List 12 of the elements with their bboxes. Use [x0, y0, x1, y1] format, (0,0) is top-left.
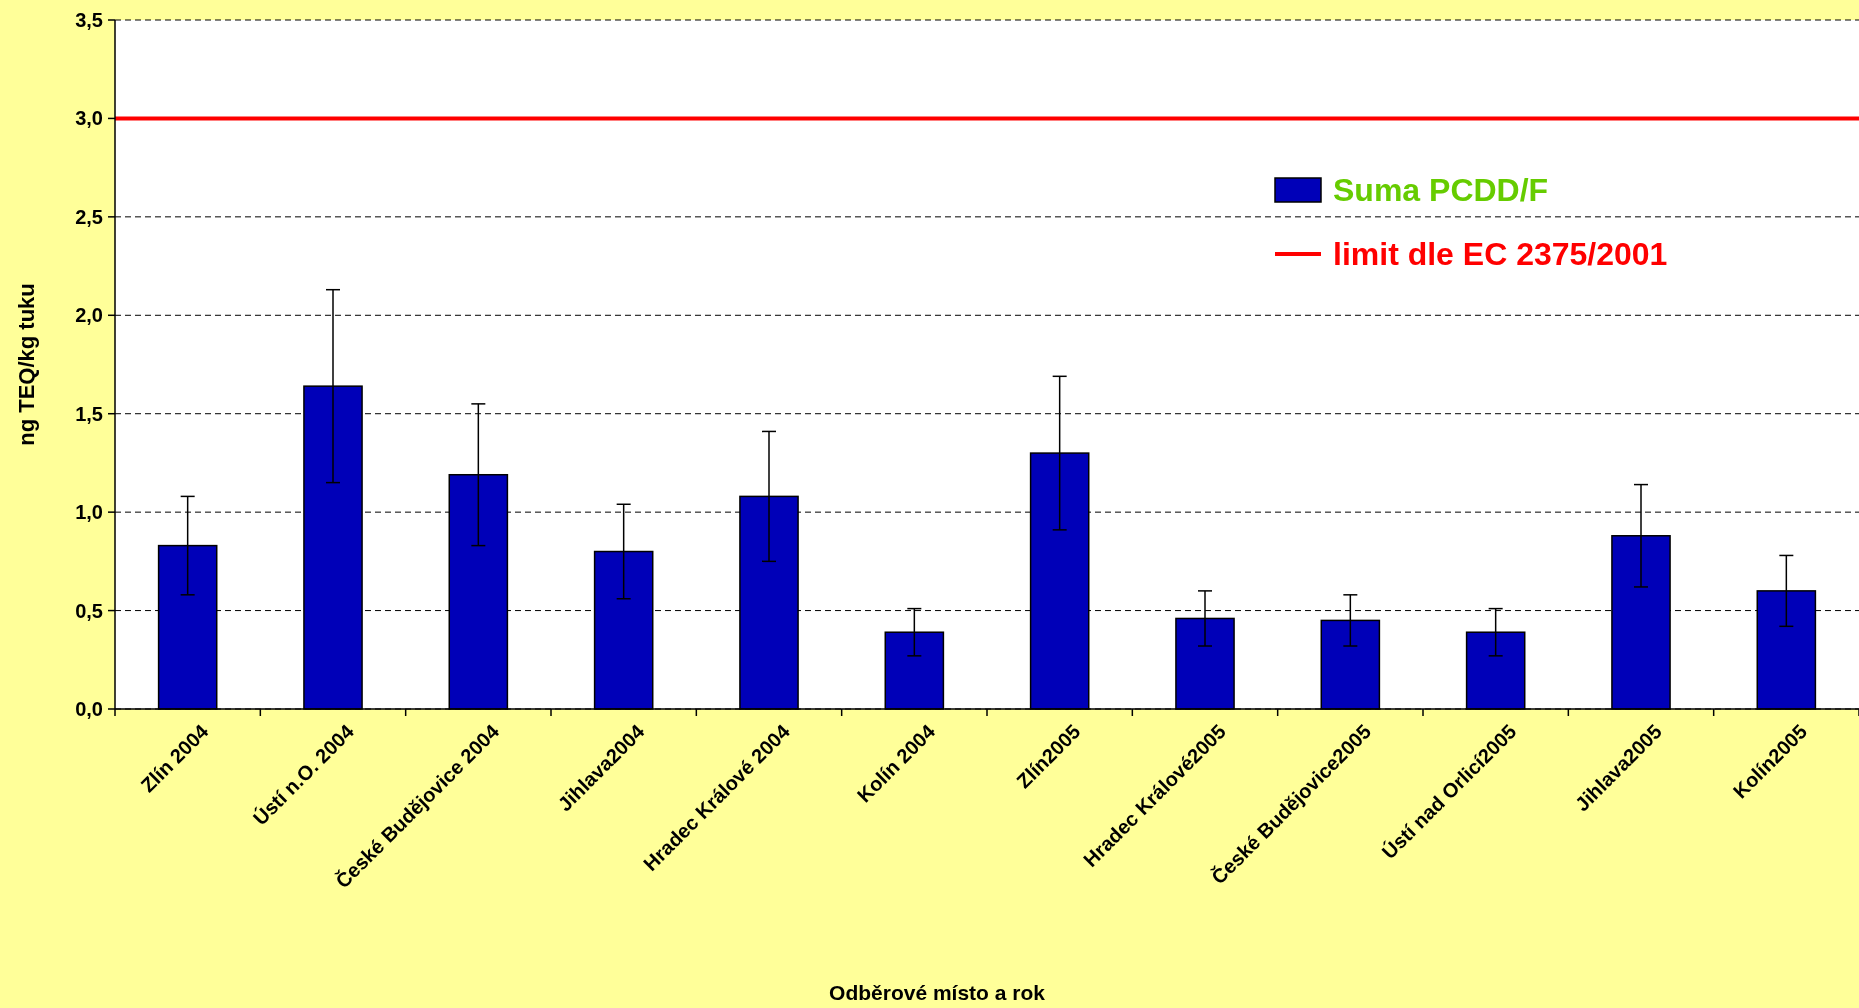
legend-label: limit dle EC 2375/2001 [1333, 236, 1668, 273]
y-tick-label: 1,5 [75, 402, 103, 425]
x-axis-title: Odběrové místo a rok [829, 981, 1046, 1004]
y-tick-label: 0,0 [75, 698, 103, 720]
y-axis-title: ng TEQ/kg tuku [14, 283, 39, 446]
y-tick-label: 2,0 [75, 304, 103, 327]
y-tick-label: 2,5 [75, 205, 103, 228]
legend-label: Suma PCDD/F [1333, 172, 1549, 209]
y-tick-label: 1,0 [75, 501, 103, 524]
y-tick-label: 3,0 [75, 107, 103, 130]
y-tick-label: 0,5 [75, 599, 103, 622]
y-tick-label: 3,5 [75, 9, 103, 31]
